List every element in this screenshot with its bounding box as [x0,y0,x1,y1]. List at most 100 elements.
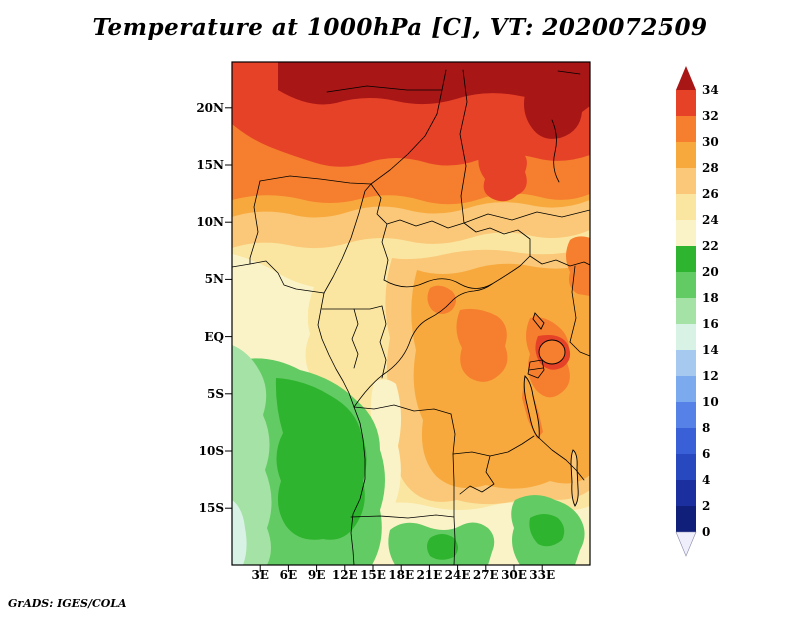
colorbar-tick-label: 22 [702,239,719,253]
temp-fill-region [232,345,272,565]
lon-axis-label: 9E [307,568,326,582]
colorbar-tick-label: 30 [702,135,719,149]
border-line [259,175,372,185]
border-line [569,341,590,357]
border-line [326,85,443,93]
lon-axis-label: 24E [444,568,471,582]
border-line [569,265,577,343]
temp-fill-region [478,147,527,202]
colorbar-segment [676,324,696,350]
lakes [523,312,579,507]
temp-fill-region [232,500,247,565]
colorbar-triangle-top [676,66,696,90]
lon-axis-label: 6E [279,568,298,582]
colorbar-tick-label: 6 [702,447,710,461]
border-line [452,435,535,457]
temperature-shading [232,62,590,565]
lon-axis-label: 21E [416,568,443,582]
grads-credit: GrADS: IGES/COLA [8,597,127,610]
colorbar-tick-label: 4 [702,473,710,487]
lake-malawi [570,449,579,507]
temp-fill-region [427,534,458,560]
colorbar-segment [676,90,696,116]
lat-axis-label: 10S [198,444,224,458]
colorbar-tick-label: 34 [702,83,719,97]
colorbar-segment [676,194,696,220]
temp-fill-region [524,88,590,139]
border-line [232,260,366,565]
colorbar-tick-label: 10 [702,395,719,409]
border-line [459,69,468,224]
border-line [551,119,560,183]
lat-axis-label: EQ [204,329,224,344]
border-line [353,404,452,415]
border-line [463,209,590,224]
temp-fill-region [278,62,590,105]
colorbar-segment [676,142,696,168]
border-line [351,308,359,369]
colorbar-tick-label: 8 [702,421,710,435]
lat-axis-label: 20N [196,100,224,115]
lat-axis-label: 5S [206,386,224,401]
border-line [557,70,581,75]
colorbar-segment [676,298,696,324]
border-line [463,222,531,257]
colorbar-segment [676,480,696,506]
colorbar-segment [676,220,696,246]
border-line [379,305,387,379]
colorbar-tick-label: 0 [702,525,710,539]
colorbar-tick-label: 20 [702,265,719,279]
lon-axis-label: 30E [501,568,527,582]
colorbar-tick-label: 14 [702,343,719,357]
colorbar-segment [676,428,696,454]
lake-victoria [538,339,566,365]
lon-axis-label: 27E [472,568,499,582]
lat-axis-label: 15N [196,158,224,172]
colorbar-tick-label: 24 [702,213,719,227]
border-line [370,183,465,229]
border-line [529,255,590,267]
map-frame [225,61,591,572]
colorbar-segment [676,168,696,194]
lat-axis-label: 5N [204,272,224,287]
country-borders [232,69,590,565]
colorbar-segment [676,350,696,376]
border-line [527,359,545,379]
colorbar-segment [676,376,696,402]
plot-title: Temperature at 1000hPa [C], VT: 20200725… [92,14,708,41]
colorbar-segment [676,116,696,142]
lat-axis-label: 15S [198,501,224,516]
lon-axis-label: 12E [331,568,358,582]
colorbar-segment [676,402,696,428]
border-line [323,183,372,294]
lat-axis-label: 10N [196,215,224,230]
colorbar-tick-label: 26 [702,187,719,201]
border-line [353,283,493,408]
colorbar-tick-label: 12 [702,369,719,383]
colorbar-triangle-bottom [675,531,697,557]
border-line [350,514,456,565]
colorbar-segment [676,272,696,298]
colorbar-tick-label: 18 [702,291,719,305]
temperature-map [225,61,591,572]
lon-axis-label: 3E [251,568,269,582]
colorbar-tick-label: 28 [702,161,719,175]
colorbar-tick-label: 32 [702,109,719,123]
colorbar-tick-label: 16 [702,317,719,331]
temp-fill-region [566,236,590,296]
border-line [459,455,495,495]
lake-albert [532,312,545,330]
colorbar-segment [676,506,696,532]
border-line [383,255,531,289]
lon-axis-label: 15E [360,568,386,582]
temp-fill-region [275,378,367,540]
lon-axis-label: 18E [388,568,415,582]
lon-axis-label: 33E [529,568,556,582]
temp-fill-region [427,285,456,314]
temp-fill-region [456,308,508,382]
temp-fill-region [529,514,565,547]
border-line [249,180,261,265]
border-line [538,437,585,481]
